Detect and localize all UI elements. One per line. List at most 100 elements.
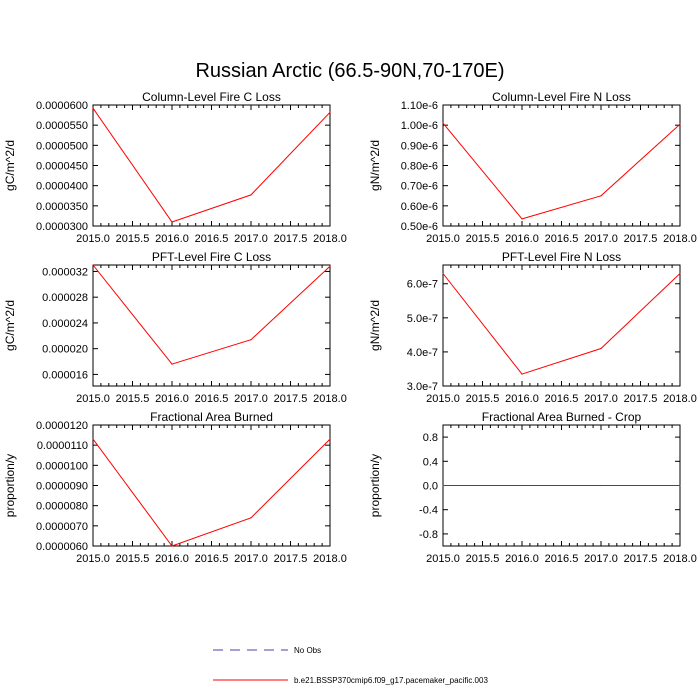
x-tick-label: 2015.5 xyxy=(466,553,500,565)
y-tick-label: 0.0000100 xyxy=(36,460,88,472)
x-tick-label: 2015.5 xyxy=(466,233,500,245)
panel-title: Column-Level Fire C Loss xyxy=(142,90,281,104)
y-tick-label: -0.4 xyxy=(419,505,438,517)
panel-3: PFT-Level Fire C Loss 2015.0 2015.5 2016.0 2… xyxy=(3,250,347,405)
y-tick-label: 0.0000550 xyxy=(36,120,88,132)
series-line xyxy=(442,273,681,375)
y-tick-label: 1.00e-6 xyxy=(401,120,438,132)
x-tick-label: 2017.0 xyxy=(584,393,618,405)
y-tick-label: 0.0000110 xyxy=(37,440,88,452)
x-tick-label: 2015.0 xyxy=(76,233,110,245)
x-tick-label: 2016.5 xyxy=(545,393,579,405)
x-tick-label: 2017.5 xyxy=(624,553,658,565)
y-tick-label: 0.000024 xyxy=(42,318,88,330)
y-tick-label: 0.000028 xyxy=(42,292,88,304)
y-tick-label: 3.0e-7 xyxy=(407,381,438,393)
x-tick-label: 2018.0 xyxy=(663,233,697,245)
data-point xyxy=(521,484,523,487)
y-tick-label: 4.0e-7 xyxy=(407,347,438,359)
y-tick-label: 0.000020 xyxy=(42,344,88,356)
panel-title: Column-Level Fire N Loss xyxy=(492,90,631,104)
y-tick-label: 0.0000600 xyxy=(36,100,88,112)
data-point xyxy=(171,545,173,547)
y-tick-label: 0.50e-6 xyxy=(401,221,438,233)
y-tick-label: 0.80e-6 xyxy=(401,161,438,173)
data-point xyxy=(679,272,681,275)
y-tick-label: 5.0e-7 xyxy=(407,313,438,325)
y-tick-label: -0.8 xyxy=(419,529,438,541)
legend: No Obs b.e21.BSSP370cmip6.f09_g17.pacema… xyxy=(213,646,488,685)
data-point xyxy=(171,221,173,223)
data-point xyxy=(521,218,523,220)
data-point xyxy=(329,111,331,113)
y-tick-label: 0.000016 xyxy=(42,369,88,381)
x-tick-label: 2016.0 xyxy=(505,393,539,405)
x-tick-label: 2018.0 xyxy=(313,553,347,565)
series-line xyxy=(442,122,681,220)
panel-title: Fractional Area Burned - Crop xyxy=(482,410,642,424)
x-tick-label: 2016.5 xyxy=(195,553,229,565)
x-tick-label: 2017.0 xyxy=(234,393,268,405)
data-point xyxy=(442,272,444,275)
x-tick-label: 2016.5 xyxy=(195,393,229,405)
y-tick-label: 6.0e-7 xyxy=(407,279,438,291)
data-point xyxy=(442,122,444,124)
y-tick-label: 0.0000350 xyxy=(36,201,88,213)
x-tick-label: 2016.0 xyxy=(505,553,539,565)
data-point xyxy=(92,264,94,266)
x-tick-label: 2017.5 xyxy=(624,233,658,245)
y-tick-label: 0.0 xyxy=(423,481,438,493)
y-tick-label: 0.0000120 xyxy=(36,420,88,432)
data-point xyxy=(679,123,681,125)
legend-obs-label: No Obs xyxy=(294,646,321,655)
series-line xyxy=(92,438,331,547)
panel-5: Fractional Area Burned 2015.0 2015.5 2016.0… xyxy=(3,410,347,565)
panel-2: Column-Level Fire N Loss 2015.0 2015.5 2016… xyxy=(368,90,697,245)
x-tick-label: 2017.5 xyxy=(274,233,308,245)
x-tick-label: 2017.5 xyxy=(274,553,308,565)
data-point xyxy=(250,339,252,341)
x-tick-label: 2016.0 xyxy=(155,393,189,405)
data-point xyxy=(92,107,94,109)
x-tick-label: 2015.5 xyxy=(116,393,150,405)
y-axis-label: gC/m^2/d xyxy=(3,300,17,351)
y-tick-label: 0.90e-6 xyxy=(401,140,438,152)
data-point xyxy=(92,438,94,440)
y-tick-label: 0.0000300 xyxy=(36,221,88,233)
y-tick-label: 0.0000080 xyxy=(36,501,88,513)
x-tick-label: 2015.0 xyxy=(426,553,460,565)
data-point xyxy=(600,347,602,350)
panel-title: PFT-Level Fire C Loss xyxy=(152,250,271,264)
x-tick-label: 2018.0 xyxy=(663,553,697,565)
y-axis-label: proportion/y xyxy=(368,454,382,517)
x-tick-label: 2017.0 xyxy=(584,233,618,245)
x-tick-label: 2017.5 xyxy=(274,393,308,405)
panel-title: Fractional Area Burned xyxy=(150,410,273,424)
data-point xyxy=(250,517,252,519)
figure-title: Russian Arctic (66.5-90N,70-170E) xyxy=(195,60,504,82)
x-tick-label: 2015.5 xyxy=(466,393,500,405)
plot-frame xyxy=(442,264,681,387)
plot-frame xyxy=(92,424,331,547)
x-tick-label: 2018.0 xyxy=(313,393,347,405)
x-tick-label: 2018.0 xyxy=(663,393,697,405)
y-tick-label: 0.0000060 xyxy=(36,541,88,553)
x-tick-label: 2016.0 xyxy=(505,233,539,245)
y-tick-label: 0.60e-6 xyxy=(401,201,438,213)
panel-6: Fractional Area Burned - Crop 2015.0 2015.… xyxy=(368,410,697,565)
data-point xyxy=(600,484,602,487)
x-tick-label: 2015.0 xyxy=(426,233,460,245)
y-axis-label: gC/m^2/d xyxy=(3,140,17,191)
series-line xyxy=(92,264,331,365)
x-tick-label: 2016.5 xyxy=(545,553,579,565)
series-line xyxy=(92,107,331,223)
x-tick-label: 2017.0 xyxy=(234,553,268,565)
x-tick-label: 2015.0 xyxy=(76,393,110,405)
plot-frame xyxy=(92,104,331,227)
chart-panels: Column-Level Fire C Loss 2015.0 2015.5 2016… xyxy=(3,90,697,565)
x-tick-label: 2015.0 xyxy=(426,393,460,405)
data-point xyxy=(171,363,173,365)
y-tick-label: 0.8 xyxy=(423,432,438,444)
y-tick-label: 0.4 xyxy=(423,456,438,468)
